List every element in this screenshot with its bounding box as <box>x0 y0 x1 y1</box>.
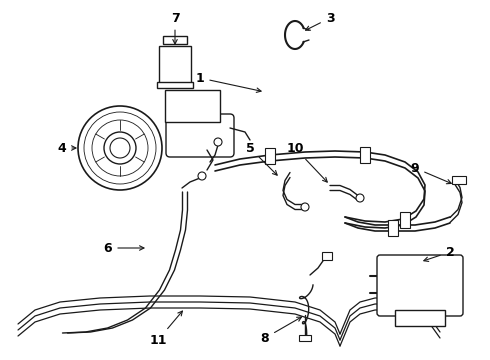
Circle shape <box>92 120 148 176</box>
Text: 8: 8 <box>261 317 301 345</box>
Circle shape <box>356 194 364 202</box>
Bar <box>299 335 311 341</box>
Bar <box>395 310 445 326</box>
Text: 9: 9 <box>411 162 451 184</box>
Circle shape <box>198 172 206 180</box>
Text: 2: 2 <box>424 246 454 261</box>
Circle shape <box>78 106 162 190</box>
Text: 11: 11 <box>149 311 182 346</box>
Bar <box>159 46 191 84</box>
Text: 1: 1 <box>196 72 261 93</box>
FancyBboxPatch shape <box>377 255 463 316</box>
Circle shape <box>84 112 156 184</box>
Text: 5: 5 <box>245 141 277 175</box>
Circle shape <box>301 203 309 211</box>
Text: 10: 10 <box>286 141 327 182</box>
Bar <box>157 82 193 88</box>
Text: 3: 3 <box>306 12 334 30</box>
Text: 4: 4 <box>58 141 76 154</box>
Bar <box>163 36 187 44</box>
Bar <box>388 220 398 236</box>
Circle shape <box>104 132 136 164</box>
FancyBboxPatch shape <box>166 114 234 157</box>
Circle shape <box>214 138 222 146</box>
Bar <box>265 148 275 164</box>
Text: 7: 7 <box>171 12 179 44</box>
Bar <box>322 252 332 260</box>
Bar <box>400 212 410 228</box>
Bar <box>452 176 466 184</box>
Text: 6: 6 <box>104 242 144 255</box>
Circle shape <box>110 138 130 158</box>
Bar <box>165 90 220 122</box>
Bar <box>360 147 370 163</box>
